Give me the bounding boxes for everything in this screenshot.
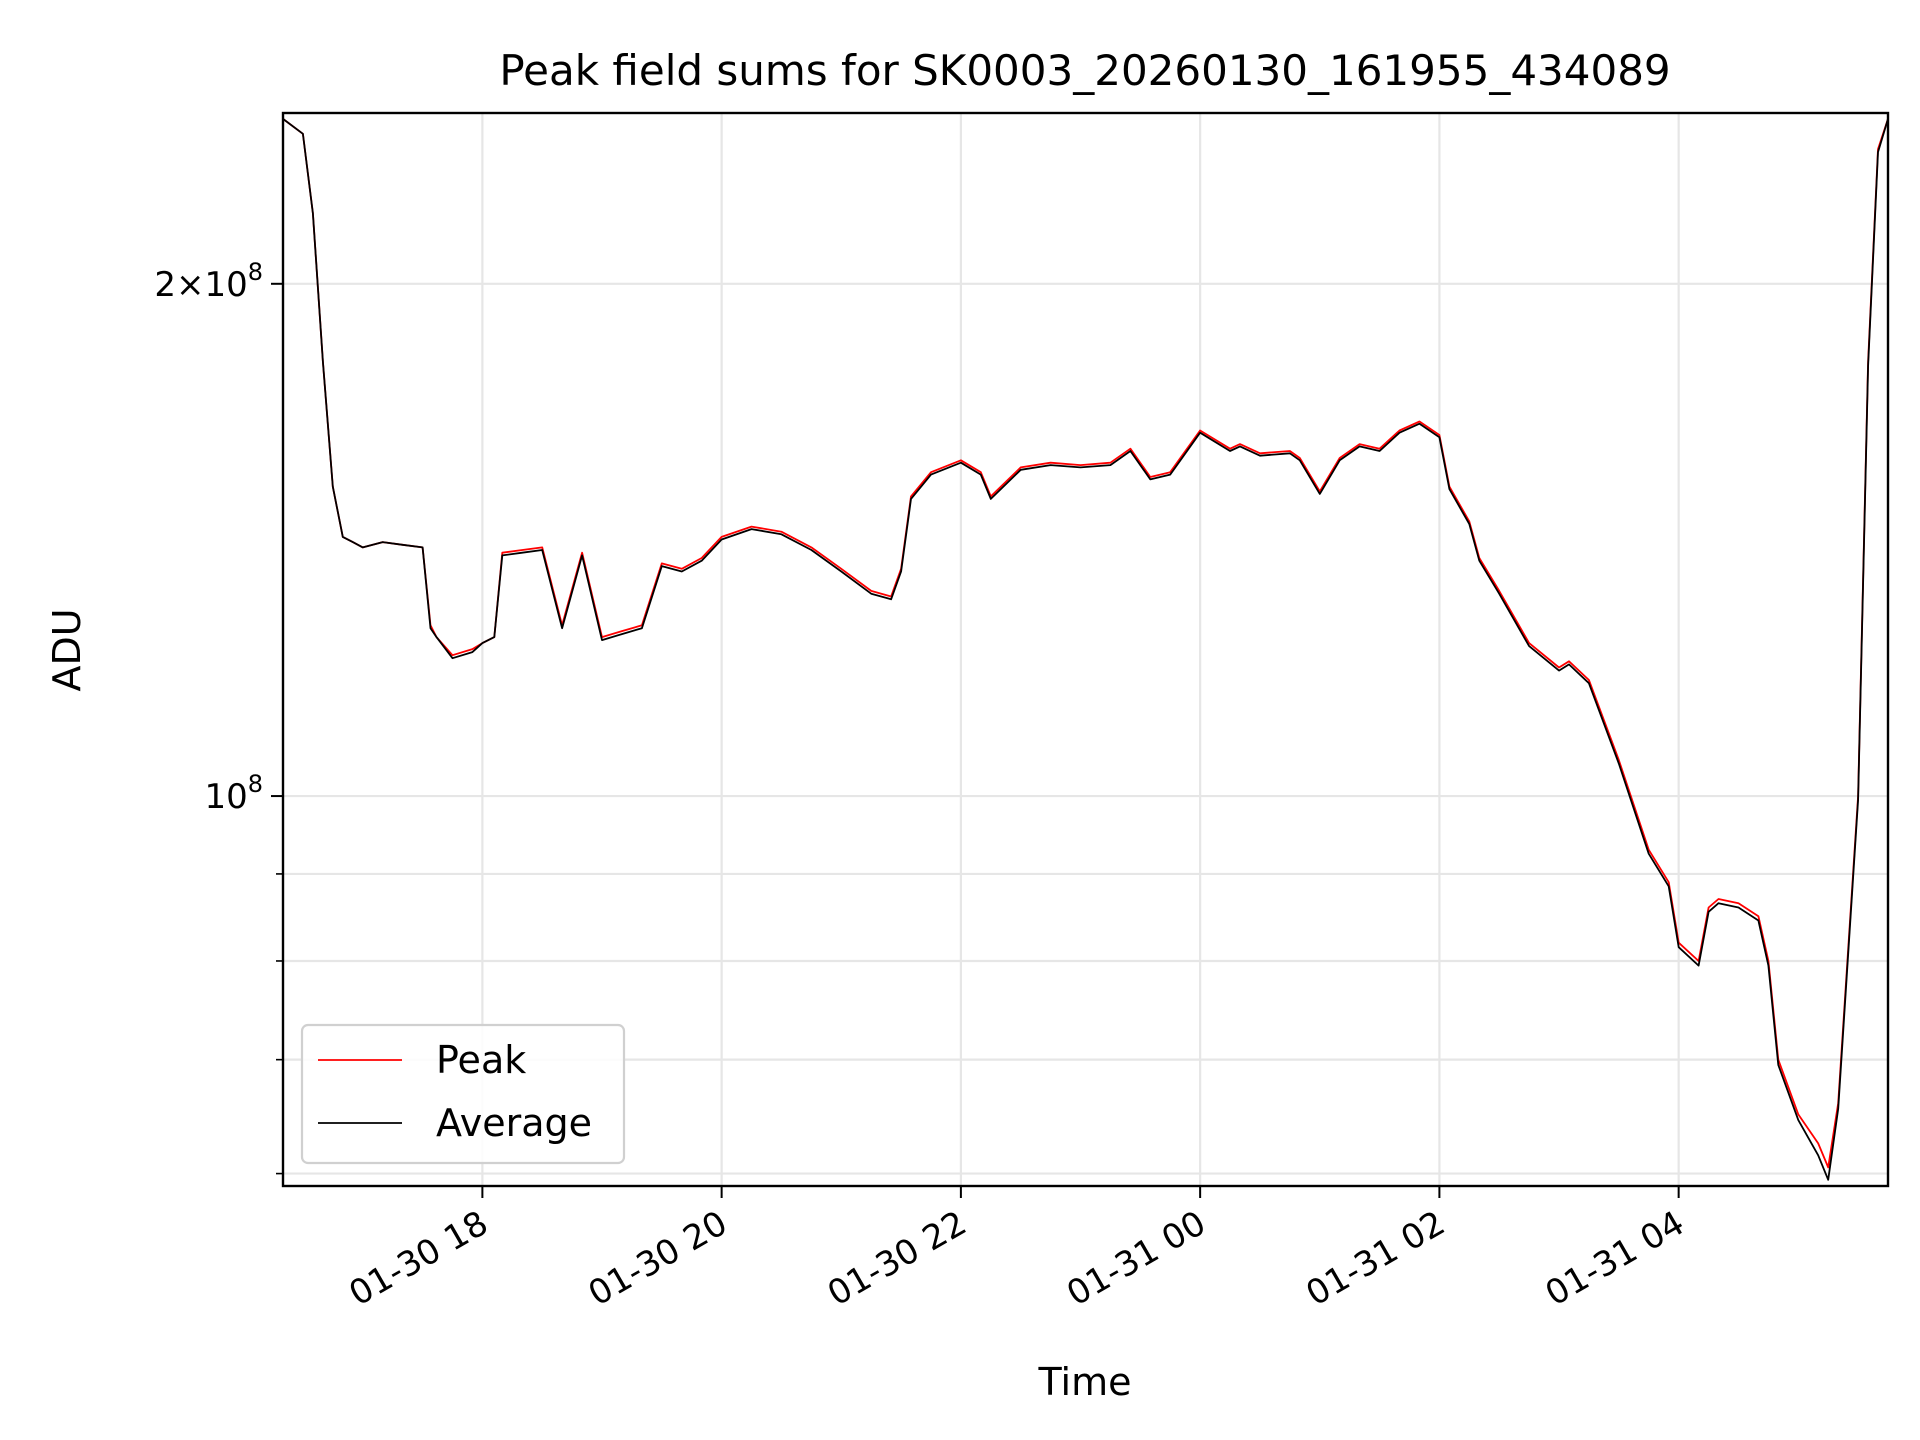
legend: Peak Average [300,1023,626,1165]
series-layer [282,118,1889,1181]
x-axis-label: Time [1038,1360,1132,1404]
plot-frame [281,111,1890,1188]
series-line-peak [282,118,1889,1169]
legend-average-label: Average [436,1101,592,1145]
series-line-average [282,118,1889,1181]
chart-title: Peak field sums for SK0003_20260130_1619… [499,46,1670,95]
legend-peak-label: Peak [436,1038,526,1082]
y-tick-label: 2×108 [154,258,263,305]
grid-lines [283,113,1888,1186]
y-axis-label: ADU [45,608,89,691]
